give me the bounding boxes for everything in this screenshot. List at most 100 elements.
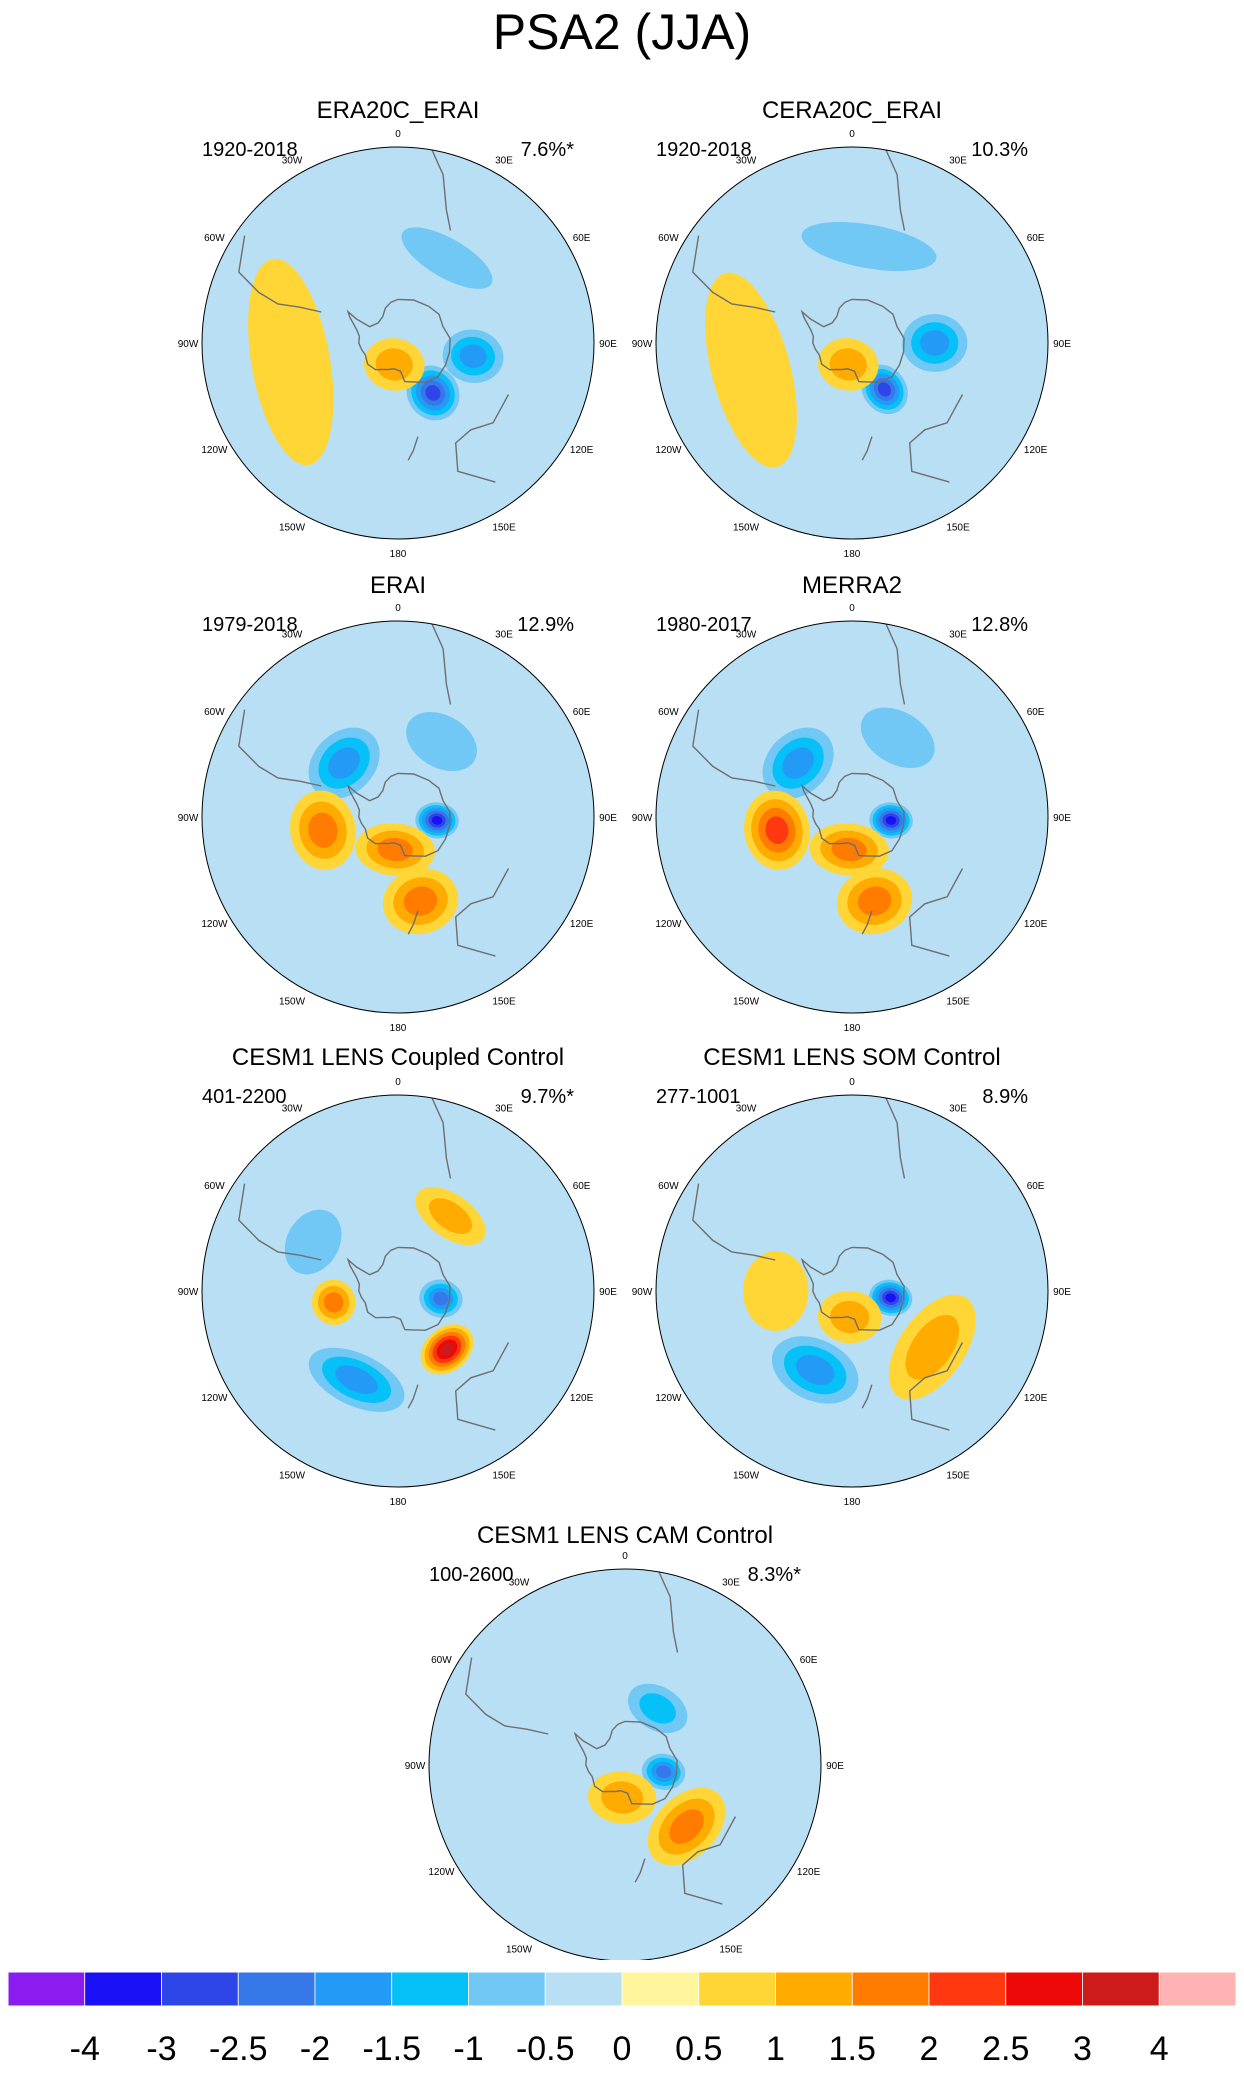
longitude-label: 60W <box>204 233 225 244</box>
longitude-label: 30W <box>736 629 757 640</box>
longitude-label: 90W <box>632 1287 653 1298</box>
anomaly-contour <box>401 227 493 289</box>
map-panel: 0 30E 60E 90E 120E 150E 180 150W 120W 90W 60W 30W ER… <box>178 572 618 1034</box>
longitude-label: 30W <box>509 1577 530 1588</box>
map-frame <box>428 1568 822 1960</box>
longitude-label: 90E <box>599 1287 617 1298</box>
continent-coastline <box>431 623 452 705</box>
colorbar-tick-label: 2 <box>920 2030 939 2068</box>
longitude-label: 150W <box>279 997 306 1008</box>
longitude-label: 120E <box>1024 919 1048 930</box>
colorbar: -4 -3 -2.5 -2 -1.5 -1 -0.5 0 0.5 1 1.5 2 2.5 3 4 <box>7 1971 1237 2068</box>
anomaly-contour <box>920 330 950 356</box>
map-panel: 030E60E90E120E150E180150W120W90W60W30WCE… <box>632 1044 1072 1508</box>
longitude-label: 90W <box>405 1761 426 1772</box>
longitude-label: 90E <box>599 339 617 350</box>
map-frame <box>655 146 1049 540</box>
longitude-label: 150W <box>279 1471 306 1482</box>
continent-coastline <box>692 1183 776 1261</box>
longitude-label: 120W <box>428 1867 455 1878</box>
anomaly-contour <box>284 1209 342 1275</box>
colorbar-tick-label: -4 <box>70 2030 100 2068</box>
longitude-label: 30E <box>949 1103 967 1114</box>
map-background <box>429 1569 821 1960</box>
anomaly-contour <box>743 1251 809 1331</box>
continent-coastline <box>908 868 964 957</box>
antarctica-coastline <box>573 1720 678 1805</box>
continent-coastline <box>692 235 776 313</box>
anomaly-contour <box>656 1765 672 1779</box>
longitude-label: 30E <box>495 629 513 640</box>
longitude-label: 150E <box>492 523 516 534</box>
longitude-label: 120E <box>797 1867 821 1878</box>
longitude-label: 150W <box>733 1471 760 1482</box>
colorbar-swatch <box>544 1971 623 2007</box>
panel-variance: 10.3% <box>971 139 1028 161</box>
longitude-label: 30E <box>722 1577 740 1588</box>
continent-coastline <box>407 910 419 935</box>
panel-title: MERRA2 <box>802 572 902 599</box>
colorbar-tick-label: 1.5 <box>829 2030 876 2068</box>
longitude-label: 150E <box>946 523 970 534</box>
continent-coastline <box>634 1858 646 1883</box>
anomaly-contour <box>905 1314 960 1380</box>
continent-coastline <box>238 1183 322 1261</box>
anomaly-contour <box>639 1693 676 1724</box>
colorbar-swatch <box>698 1971 776 2007</box>
continent-coastline <box>454 868 510 957</box>
anomaly-contour <box>877 382 892 397</box>
anomaly-contour <box>885 816 897 825</box>
map-frame <box>655 620 1049 1014</box>
longitude-label: 120W <box>655 1393 682 1404</box>
panel-variance: 8.9% <box>982 1086 1028 1108</box>
longitude-label: 0 <box>849 129 855 140</box>
continent-coastline <box>861 436 873 461</box>
antarctica-coastline <box>346 1246 451 1331</box>
longitude-label: 60E <box>1027 707 1045 718</box>
colorbar-swatch <box>851 1971 930 2007</box>
anomaly-contour <box>459 344 487 369</box>
colorbar-tick-label: -2 <box>300 2030 330 2068</box>
anomaly-contour <box>782 747 814 779</box>
longitude-label: 90E <box>1053 1287 1071 1298</box>
continent-coastline <box>454 1342 510 1431</box>
longitude-label: 90W <box>178 339 199 350</box>
anomaly-contour <box>765 816 789 845</box>
longitude-label: 60W <box>658 707 679 718</box>
colorbar-swatch <box>84 1971 162 2007</box>
longitude-label: 0 <box>849 1077 855 1088</box>
antarctica-coastline <box>346 298 451 383</box>
longitude-label: 0 <box>395 1077 401 1088</box>
longitude-label: 120E <box>1024 445 1048 456</box>
anomaly-field <box>238 623 510 957</box>
longitude-label: 150W <box>506 1945 533 1956</box>
panel-period: 100-2600 <box>429 1564 514 1586</box>
longitude-label: 150E <box>492 1471 516 1482</box>
longitude-label: 180 <box>844 549 861 560</box>
panel-variance: 12.9% <box>517 614 574 636</box>
panel-title: ERAI <box>370 572 426 599</box>
longitude-label: 120W <box>655 919 682 930</box>
longitude-label: 90E <box>599 813 617 824</box>
continent-coastline <box>885 1097 906 1179</box>
anomaly-field <box>692 149 968 483</box>
longitude-label: 60W <box>204 707 225 718</box>
longitude-label: 60W <box>658 233 679 244</box>
anomaly-contour <box>705 272 797 468</box>
map-panel: 030E60E90E120E150E180150W120W90W60W30WCE… <box>405 1522 844 1960</box>
panel-variance: 9.7%* <box>521 1086 575 1108</box>
continent-coastline <box>465 1657 549 1735</box>
antarctica-coastline <box>800 298 905 383</box>
anomaly-field <box>238 149 510 483</box>
colorbar-swatch <box>928 1971 1007 2007</box>
anomaly-contour <box>829 348 867 381</box>
colorbar-tick-label: -1.5 <box>362 2030 421 2068</box>
longitude-label: 120E <box>570 1393 594 1404</box>
longitude-label: 30E <box>949 155 967 166</box>
longitude-label: 90W <box>178 1287 199 1298</box>
anomaly-contour <box>601 1781 644 1814</box>
longitude-label: 180 <box>390 1497 407 1508</box>
anomaly-contour <box>857 886 892 916</box>
anomaly-field <box>238 1097 510 1431</box>
anomaly-contour <box>406 712 477 772</box>
